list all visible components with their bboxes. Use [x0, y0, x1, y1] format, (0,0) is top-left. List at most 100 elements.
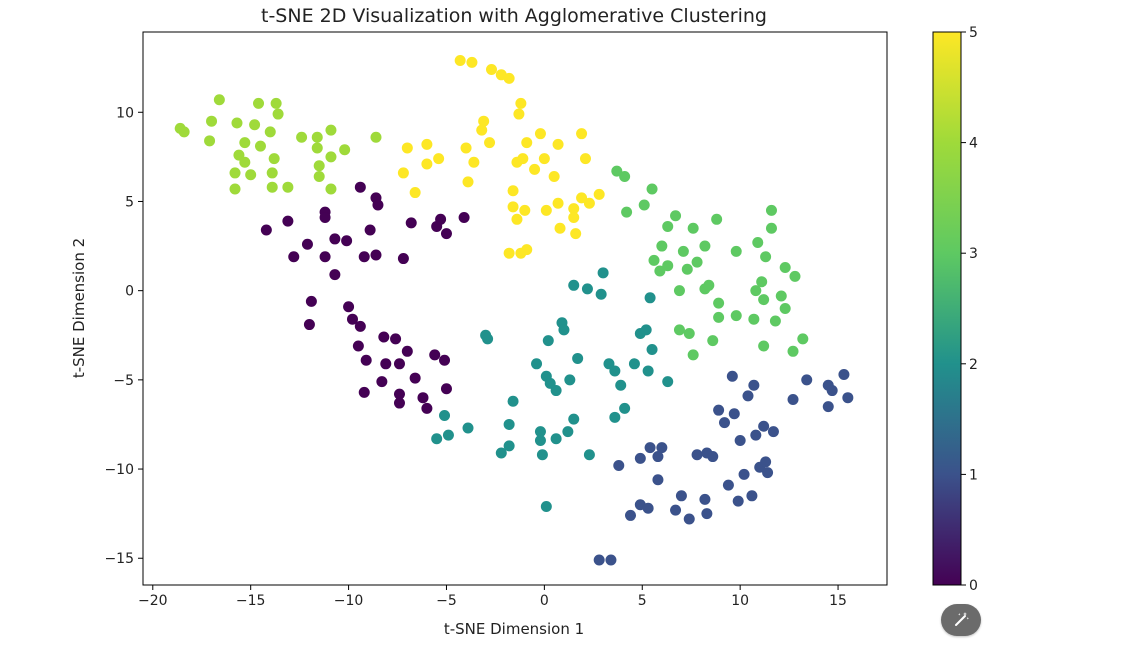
data-point — [593, 554, 605, 566]
data-point — [319, 251, 331, 263]
data-point — [656, 442, 668, 454]
data-point — [325, 183, 337, 195]
colorbar-ticks: 0 1 2 3 4 5 — [961, 25, 978, 594]
data-point — [495, 447, 507, 459]
data-point — [752, 237, 764, 248]
data-point — [760, 456, 772, 468]
data-point — [358, 386, 370, 398]
data-point — [519, 204, 531, 216]
data-point — [435, 213, 447, 225]
data-point — [417, 392, 429, 404]
data-point — [484, 137, 496, 149]
data-point — [746, 490, 758, 502]
chart-title: t-SNE 2D Visualization with Agglomerativ… — [261, 5, 767, 27]
data-point — [260, 224, 272, 236]
data-point — [296, 131, 308, 143]
data-point — [442, 429, 454, 441]
data-point — [576, 128, 588, 140]
data-point — [691, 449, 703, 461]
data-point — [568, 279, 580, 291]
data-point — [687, 349, 699, 361]
data-point — [264, 126, 276, 138]
data-point — [652, 451, 664, 463]
data-point — [625, 509, 637, 521]
data-point — [583, 449, 595, 461]
data-point — [558, 324, 570, 336]
colorbar-tick-label: 1 — [969, 467, 978, 483]
y-tick-label: 5 — [125, 194, 134, 210]
data-point — [372, 199, 384, 211]
data-point — [409, 372, 421, 384]
data-point — [458, 212, 470, 224]
data-point — [507, 395, 519, 407]
data-point — [787, 393, 799, 405]
data-point — [370, 131, 382, 143]
data-point — [711, 213, 723, 225]
data-point — [769, 315, 781, 327]
data-point — [476, 124, 488, 136]
data-point — [370, 249, 382, 261]
data-point — [775, 290, 787, 302]
data-point — [640, 324, 652, 336]
y-tick-label: 0 — [125, 284, 134, 300]
colorbar-tick-label: 4 — [969, 136, 978, 152]
data-point — [266, 181, 278, 193]
data-point — [662, 220, 674, 232]
data-point — [628, 358, 640, 370]
data-point — [683, 513, 695, 525]
data-point — [380, 358, 392, 370]
data-point — [738, 468, 750, 480]
data-point — [540, 501, 552, 513]
data-point — [734, 435, 746, 447]
data-point — [822, 401, 834, 413]
data-point — [787, 345, 799, 357]
data-point — [229, 167, 241, 179]
data-point — [534, 128, 546, 140]
x-axis-label: t-SNE Dimension 1 — [444, 620, 584, 638]
data-point — [421, 402, 433, 414]
data-point — [621, 206, 633, 218]
data-point — [758, 294, 770, 306]
data-point — [701, 508, 713, 520]
data-point — [677, 245, 689, 257]
data-point — [364, 224, 376, 236]
data-point — [662, 260, 674, 272]
data-point — [726, 370, 738, 382]
data-point — [838, 369, 850, 380]
data-point — [393, 358, 405, 370]
data-point — [325, 124, 337, 136]
data-point — [440, 383, 452, 395]
data-point — [503, 72, 515, 84]
data-point — [654, 265, 666, 277]
magic-wand-button[interactable] — [941, 604, 981, 636]
data-point — [762, 467, 774, 479]
plot-frame — [142, 31, 888, 586]
data-point — [503, 247, 515, 259]
data-point — [341, 235, 353, 247]
data-point — [538, 153, 550, 165]
data-point — [253, 97, 265, 109]
data-point — [503, 418, 515, 430]
data-point — [611, 165, 623, 177]
data-point — [554, 222, 566, 234]
data-point — [462, 422, 474, 434]
data-point — [552, 197, 564, 209]
data-point — [718, 417, 730, 429]
data-point — [511, 213, 523, 225]
data-point — [339, 144, 351, 156]
data-point — [568, 413, 580, 425]
y-tick-label: −15 — [104, 551, 134, 567]
data-point — [229, 183, 241, 195]
data-point — [206, 115, 218, 127]
data-point — [540, 204, 552, 216]
data-point — [282, 215, 294, 227]
data-point — [648, 254, 660, 266]
data-point — [801, 374, 813, 386]
data-point — [204, 135, 216, 147]
data-point — [486, 63, 498, 75]
data-point — [390, 333, 402, 345]
data-point — [713, 311, 725, 323]
data-point — [619, 170, 631, 182]
data-point — [468, 156, 480, 168]
data-point — [713, 297, 725, 309]
